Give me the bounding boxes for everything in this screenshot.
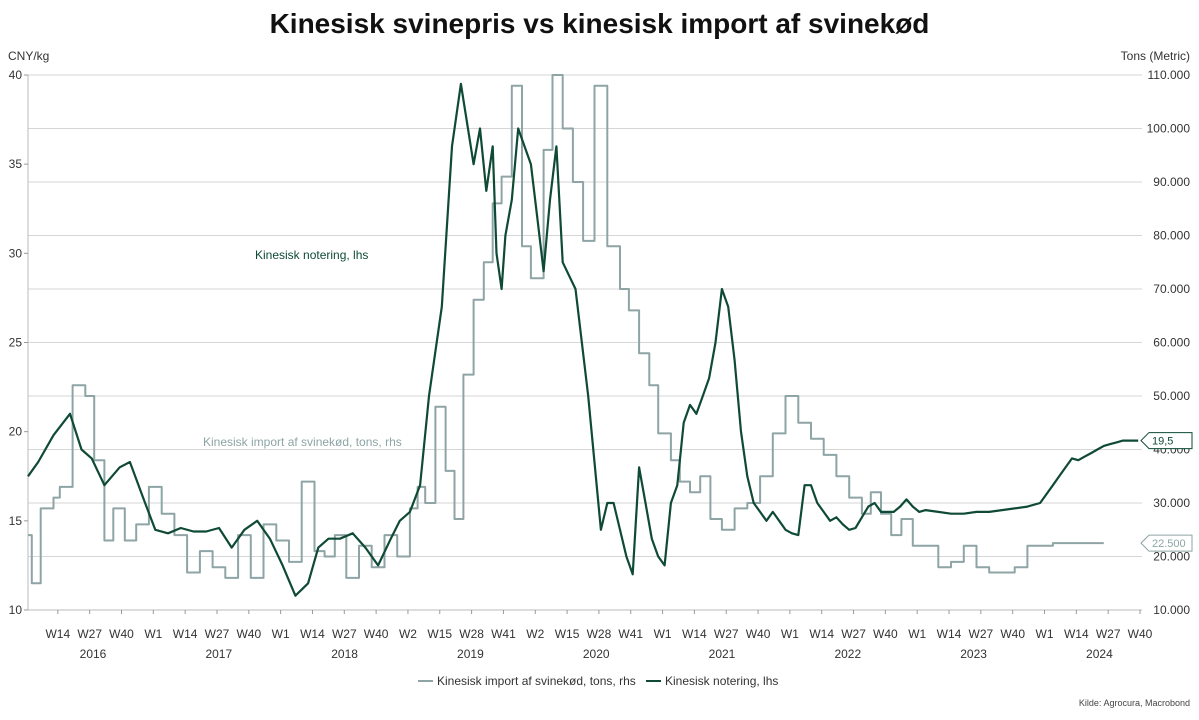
- left-tick-label: 40: [9, 68, 23, 82]
- x-tick-label: W1: [272, 627, 290, 641]
- right-tick-label: 20.000: [1153, 550, 1190, 564]
- x-tick-label: W40: [364, 627, 389, 641]
- x-tick-label: W40: [1128, 627, 1153, 641]
- x-year-label: 2023: [960, 647, 987, 661]
- x-tick-label: W15: [555, 627, 580, 641]
- right-axis-ticks: 10.00020.00030.00040.00050.00060.00070.0…: [1147, 68, 1191, 617]
- right-tick-label: 60.000: [1153, 336, 1190, 350]
- gridlines: [28, 74, 1142, 557]
- import-last-value-label: 22.500: [1140, 534, 1193, 552]
- right-tick-label: 50.000: [1153, 389, 1190, 403]
- price-last-value-label-text: 19,5: [1152, 436, 1173, 448]
- price-last-value-label: 19,5: [1140, 432, 1193, 450]
- x-year-label: 2021: [709, 647, 736, 661]
- x-tick-label: W27: [205, 627, 230, 641]
- source-note: Kilde: Agrocura, Macrobond: [1079, 698, 1190, 708]
- x-year-label: 2018: [331, 647, 358, 661]
- x-tick-label: W2: [526, 627, 544, 641]
- x-year-label: 2017: [205, 647, 232, 661]
- x-tick-label: W14: [300, 627, 325, 641]
- x-tick-label: W14: [682, 627, 707, 641]
- legend-label-price: Kinesisk notering, lhs: [665, 674, 778, 688]
- right-tick-label: 90.000: [1153, 175, 1190, 189]
- left-tick-label: 30: [9, 246, 23, 260]
- x-tick-label: W28: [459, 627, 484, 641]
- left-tick-label: 25: [9, 336, 23, 350]
- x-tick-label: W1: [781, 627, 799, 641]
- x-tick-label: W40: [236, 627, 261, 641]
- left-tick-label: 10: [9, 603, 23, 617]
- x-tick-label: W27: [969, 627, 994, 641]
- x-tick-label: W28: [587, 627, 612, 641]
- x-tick-label: W14: [1064, 627, 1089, 641]
- x-year-label: 2019: [457, 647, 484, 661]
- price-series-annotation: Kinesisk notering, lhs: [255, 248, 368, 262]
- right-tick-label: 100.000: [1147, 122, 1191, 136]
- x-year-label: 2022: [834, 647, 861, 661]
- last-value-labels: 19,5 22.500: [1140, 432, 1193, 552]
- x-tick-label: W1: [654, 627, 672, 641]
- x-year-label: 2024: [1086, 647, 1113, 661]
- left-axis-label: CNY/kg: [8, 49, 49, 63]
- x-tick-label: W14: [173, 627, 198, 641]
- x-tick-label: W1: [1036, 627, 1054, 641]
- x-tick-label: W14: [809, 627, 834, 641]
- x-year-label: 2016: [80, 647, 107, 661]
- x-axis-years: 2016 2017 2018 2019 2020 2021 2022 2023 2024: [80, 647, 1113, 661]
- x-tick-label: W41: [618, 627, 643, 641]
- x-tick-label: W40: [1000, 627, 1025, 641]
- right-axis-label: Tons (Metric): [1121, 49, 1190, 63]
- x-tick-label: W27: [841, 627, 866, 641]
- x-year-label: 2020: [583, 647, 610, 661]
- import-series-annotation: Kinesisk import af svinekød, tons, rhs: [203, 435, 402, 449]
- series-layer: [27, 74, 1139, 597]
- x-tick-label: W27: [1096, 627, 1121, 641]
- right-tick-label: 80.000: [1153, 229, 1190, 243]
- x-tick-label: W27: [77, 627, 102, 641]
- x-tick-label: W40: [873, 627, 898, 641]
- x-tick-label: W1: [908, 627, 926, 641]
- import-series-line: [28, 74, 1104, 585]
- right-tick-label: 110.000: [1148, 68, 1191, 82]
- right-tick-label: 70.000: [1153, 282, 1190, 296]
- chart-title: Kinesisk svinepris vs kinesisk import af…: [269, 8, 930, 39]
- x-tick-label: W27: [714, 627, 739, 641]
- x-tick-label: W15: [427, 627, 452, 641]
- right-tick-label: 30.000: [1153, 496, 1190, 510]
- x-axis-ticks: W14 W27 W40 W1 W14 W27 W40 W1 W14 W27 W40 W2 W15 W28 W…: [45, 610, 1153, 641]
- x-tick-label: W41: [491, 627, 516, 641]
- x-tick-label: W40: [746, 627, 771, 641]
- x-tick-label: W14: [937, 627, 962, 641]
- x-tick-label: W14: [45, 627, 70, 641]
- left-axis-ticks: 10 15 20 25 30 35 40: [9, 68, 28, 617]
- legend: Kinesisk import af svinekød, tons, rhs Ki…: [418, 674, 778, 688]
- x-tick-label: W27: [332, 627, 357, 641]
- x-tick-label: W40: [109, 627, 134, 641]
- x-tick-label: W2: [399, 627, 417, 641]
- left-tick-label: 35: [9, 157, 23, 171]
- import-last-value-label-text: 22.500: [1152, 538, 1186, 550]
- legend-label-import: Kinesisk import af svinekød, tons, rhs: [437, 674, 636, 688]
- price-series-line: [27, 82, 1139, 597]
- right-tick-label: 10.000: [1153, 603, 1190, 617]
- x-tick-label: W1: [144, 627, 162, 641]
- left-tick-label: 20: [9, 425, 23, 439]
- left-tick-label: 15: [9, 514, 23, 528]
